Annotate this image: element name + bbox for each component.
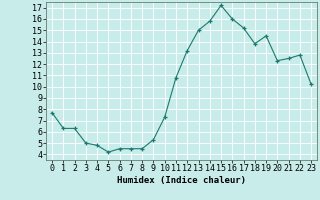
X-axis label: Humidex (Indice chaleur): Humidex (Indice chaleur) [117,176,246,185]
